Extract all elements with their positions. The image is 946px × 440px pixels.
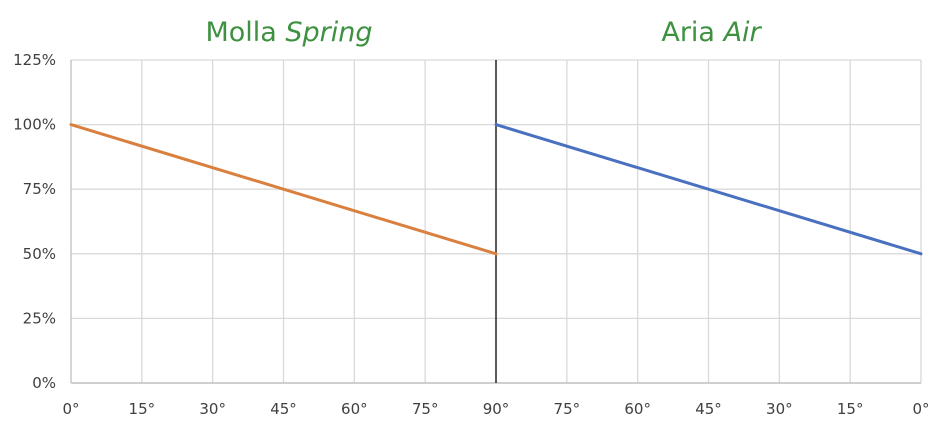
- panel-spring-title: Molla Spring: [205, 17, 372, 48]
- svg-text:Aria Air: Aria Air: [661, 17, 762, 48]
- x-tick-label: 90°: [483, 400, 510, 418]
- air-title: Aria: [661, 17, 715, 48]
- x-tick-label: 30°: [199, 400, 226, 418]
- x-tick-label: 60°: [341, 400, 368, 418]
- y-tick-label: 75%: [23, 180, 56, 198]
- x-tick-label: 0°: [912, 400, 929, 418]
- panel-air-title: Aria Air: [661, 17, 762, 48]
- y-tick-labels: 0% 25% 50% 75% 100% 125%: [13, 51, 56, 392]
- svg-text:Molla Spring: Molla Spring: [205, 17, 372, 48]
- x-tick-label: 0°: [62, 400, 79, 418]
- x-tick-label: 60°: [624, 400, 651, 418]
- x-tick-label: 15°: [129, 400, 156, 418]
- series-lines: [69, 123, 923, 256]
- x-tick-label: 45°: [695, 400, 722, 418]
- y-tick-label: 0%: [32, 374, 56, 392]
- y-tick-label: 125%: [13, 51, 56, 69]
- x-tick-label: 75°: [554, 400, 581, 418]
- x-tick-labels: 0° 15° 30° 45° 60° 75° 90° 75° 60° 45° 30° 15° 0°: [62, 400, 929, 418]
- air-series-line: [494, 123, 923, 256]
- x-tick-label: 45°: [270, 400, 297, 418]
- spring-title-italic: Spring: [285, 17, 372, 48]
- spring-series-line: [69, 123, 498, 256]
- y-tick-label: 25%: [23, 309, 56, 327]
- x-tick-label: 30°: [766, 400, 793, 418]
- spring-title-space: [277, 17, 286, 48]
- air-title-italic: Air: [722, 17, 763, 48]
- y-tick-label: 50%: [23, 245, 56, 263]
- air-title-space: [715, 17, 724, 48]
- x-tick-label: 75°: [412, 400, 439, 418]
- y-tick-label: 100%: [13, 116, 56, 134]
- axes: [70, 60, 921, 384]
- spring-title: Molla: [205, 17, 276, 48]
- x-tick-label: 15°: [837, 400, 864, 418]
